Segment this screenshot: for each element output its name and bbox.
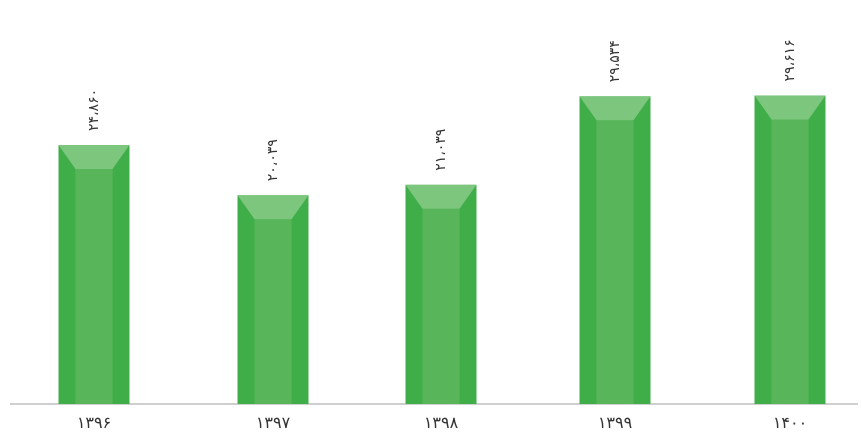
bar-face <box>422 208 460 404</box>
data-label-1: ۲۴،۸۶۰ <box>86 89 102 131</box>
x-tick-label-3: ۱۳۹۸ <box>424 413 459 432</box>
bar-face <box>771 119 809 404</box>
data-label-3: ۲۱،۰۳۹ <box>433 129 449 171</box>
bar-1 <box>58 145 130 404</box>
data-label-4: ۲۹،۵۳۴ <box>607 40 623 82</box>
bar-top-bevel <box>237 195 309 220</box>
data-labels-group: ۲۴،۸۶۰ ۲۰،۰۳۹ ۲۱،۰۳۹ ۲۹،۵۳۴ ۲۹،۶۱۶ <box>86 39 798 181</box>
bar-top-bevel <box>405 184 477 209</box>
x-tick-label-5: ۱۴۰۰ <box>773 413 807 432</box>
bar-4 <box>579 96 651 405</box>
data-label-2: ۲۰،۰۳۹ <box>265 139 281 181</box>
bar-top-bevel <box>754 95 826 120</box>
x-tick-label-2: ۱۳۹۷ <box>256 413 291 432</box>
bars-group <box>58 95 826 405</box>
data-label-5: ۲۹،۶۱۶ <box>782 39 798 81</box>
bar-5 <box>754 95 826 404</box>
x-tick-label-4: ۱۳۹۹ <box>598 413 632 432</box>
bar-2 <box>237 195 309 404</box>
bar-face <box>75 169 113 404</box>
x-tick-label-1: ۱۳۹۶ <box>77 413 111 432</box>
bar-top-bevel <box>579 96 651 121</box>
x-tick-labels-group: ۱۳۹۶ ۱۳۹۷ ۱۳۹۸ ۱۳۹۹ ۱۴۰۰ <box>77 413 807 432</box>
bar-face <box>596 120 634 405</box>
bar-3 <box>405 184 477 404</box>
bar-top-bevel <box>58 145 130 169</box>
bar-face <box>254 219 292 404</box>
